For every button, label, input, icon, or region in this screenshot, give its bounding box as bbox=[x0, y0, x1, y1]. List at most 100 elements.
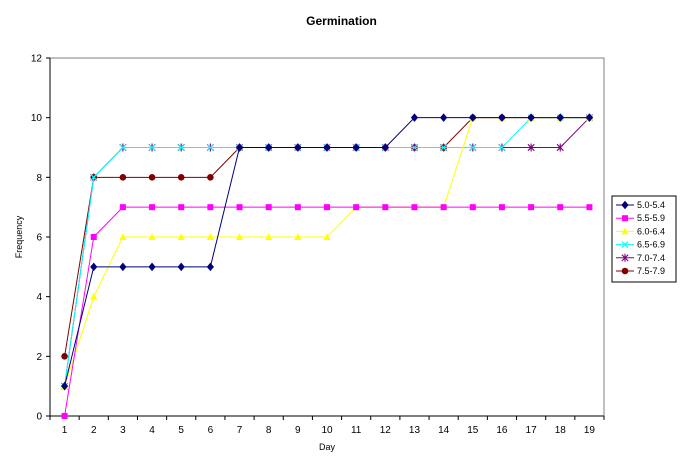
data-point bbox=[440, 144, 448, 151]
x-tick-label: 12 bbox=[380, 425, 392, 436]
series-layer bbox=[60, 113, 594, 419]
x-tick-label: 17 bbox=[526, 425, 538, 436]
legend-item: 7.5-7.9 bbox=[616, 266, 665, 276]
data-point bbox=[352, 143, 360, 152]
legend-label: 7.0-7.4 bbox=[637, 253, 665, 263]
x-tick-label: 8 bbox=[266, 425, 272, 436]
data-point bbox=[324, 204, 330, 211]
data-point bbox=[294, 233, 302, 240]
data-point bbox=[60, 381, 69, 391]
data-point bbox=[469, 113, 477, 122]
x-tick-label: 10 bbox=[321, 425, 333, 436]
data-point bbox=[527, 113, 535, 122]
data-point bbox=[119, 233, 127, 240]
data-point bbox=[411, 144, 418, 151]
data-point bbox=[585, 113, 594, 122]
x-tick-label: 6 bbox=[208, 425, 214, 436]
x-tick-label: 15 bbox=[467, 425, 479, 436]
data-point bbox=[323, 143, 331, 152]
x-tick-label: 13 bbox=[409, 425, 421, 436]
data-point bbox=[410, 113, 419, 122]
y-tick-label: 12 bbox=[31, 54, 43, 65]
x-tick-label: 18 bbox=[555, 425, 567, 436]
data-point bbox=[178, 204, 185, 211]
data-point bbox=[411, 204, 418, 211]
data-point bbox=[177, 233, 185, 240]
data-point bbox=[527, 143, 535, 152]
data-point bbox=[177, 144, 185, 151]
data-point bbox=[440, 113, 448, 122]
data-point bbox=[235, 233, 244, 240]
data-point bbox=[469, 144, 477, 151]
x-tick-label: 5 bbox=[178, 425, 184, 436]
legend-item: 6.0-6.4 bbox=[616, 226, 665, 236]
legend-label: 6.5-6.9 bbox=[637, 240, 665, 250]
data-point bbox=[235, 143, 244, 152]
data-point bbox=[148, 233, 156, 240]
data-point bbox=[90, 173, 98, 181]
data-point bbox=[207, 204, 214, 211]
x-tick-label: 14 bbox=[438, 425, 450, 436]
legend-marker bbox=[621, 200, 629, 210]
data-point bbox=[556, 113, 564, 122]
data-point bbox=[498, 113, 506, 122]
legend-label: 7.5-7.9 bbox=[637, 266, 665, 276]
legend-box bbox=[611, 195, 677, 283]
legend-marker bbox=[621, 227, 629, 235]
x-tick-label: 19 bbox=[584, 425, 596, 436]
data-point bbox=[90, 262, 98, 272]
x-tick-label: 11 bbox=[351, 425, 362, 436]
data-point bbox=[265, 204, 272, 211]
data-point bbox=[149, 204, 156, 211]
data-point bbox=[557, 204, 564, 211]
data-point bbox=[148, 262, 156, 272]
x-tick-label: 9 bbox=[295, 425, 301, 436]
legend-marker bbox=[621, 241, 629, 249]
data-point bbox=[528, 204, 535, 211]
data-point bbox=[498, 144, 506, 151]
y-axis: 0 2 4 6 8 10 12 bbox=[31, 54, 51, 423]
legend: 5.0-5.4 5.5-5.9 6.0-6.4 6.5-6.9 7.0-7.4 7.5-7… bbox=[611, 195, 677, 283]
data-point bbox=[586, 204, 593, 211]
data-point bbox=[90, 292, 98, 300]
x-tick-label: 1 bbox=[62, 425, 68, 436]
legend-marker bbox=[622, 215, 628, 222]
data-point bbox=[119, 174, 127, 181]
data-point bbox=[323, 233, 331, 240]
legend-marker bbox=[621, 267, 629, 275]
data-point bbox=[207, 174, 214, 181]
data-point bbox=[61, 413, 68, 419]
data-point bbox=[382, 204, 389, 211]
data-point bbox=[177, 174, 185, 181]
legend-item: 5.5-5.9 bbox=[616, 213, 665, 223]
legend-item: 7.0-7.4 bbox=[616, 253, 665, 263]
series-5.5-5.9 bbox=[61, 204, 593, 419]
y-tick-label: 0 bbox=[36, 412, 42, 423]
data-point bbox=[294, 204, 301, 211]
x-tick-label: 3 bbox=[120, 425, 126, 436]
data-point bbox=[556, 143, 564, 152]
legend-item: 6.5-6.9 bbox=[616, 240, 665, 250]
data-point bbox=[469, 204, 476, 211]
data-point bbox=[206, 233, 214, 240]
data-point bbox=[148, 144, 156, 151]
series-5.0-5.4 bbox=[60, 113, 594, 391]
y-axis-title: Frequency bbox=[14, 215, 24, 258]
data-point bbox=[119, 204, 126, 211]
data-point bbox=[90, 234, 97, 240]
x-tick-label: 4 bbox=[149, 425, 155, 436]
legend-marker bbox=[621, 253, 629, 262]
x-axis-title: Day bbox=[319, 442, 336, 452]
y-tick-label: 8 bbox=[36, 173, 42, 184]
data-point bbox=[236, 204, 243, 211]
data-point bbox=[265, 143, 273, 152]
y-tick-label: 2 bbox=[36, 352, 42, 363]
data-point bbox=[61, 353, 68, 360]
data-point bbox=[206, 262, 214, 272]
chart-title: Germination bbox=[306, 14, 377, 28]
data-point bbox=[381, 143, 389, 152]
data-point bbox=[148, 174, 156, 181]
y-tick-label: 4 bbox=[36, 292, 42, 303]
